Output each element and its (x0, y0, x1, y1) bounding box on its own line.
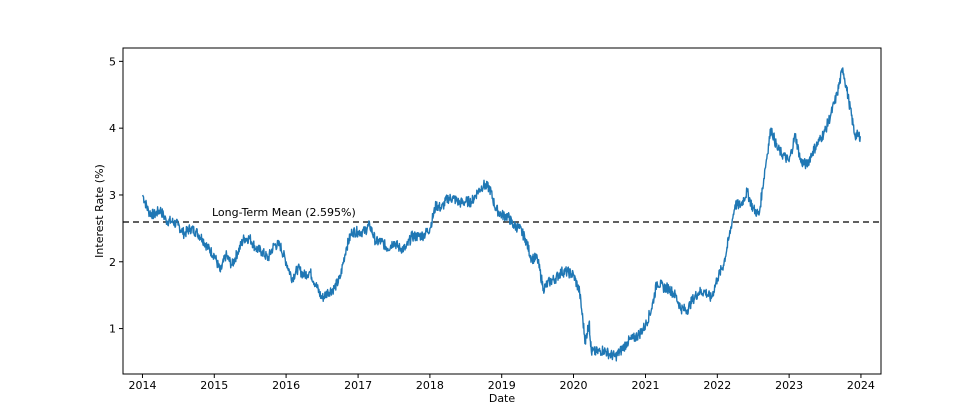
x-tick-label: 2019 (488, 379, 516, 392)
x-tick-label: 2022 (703, 379, 731, 392)
y-tick-label: 2 (109, 256, 116, 269)
x-tick-label: 2015 (200, 379, 228, 392)
series-line-interest-rate (142, 67, 861, 362)
x-tick-label: 2014 (128, 379, 156, 392)
x-tick-label: 2023 (775, 379, 803, 392)
x-tick-label: 2016 (272, 379, 300, 392)
y-tick-label: 1 (109, 323, 116, 336)
y-axis-label: Interest Rate (%) (93, 164, 106, 258)
y-axis: 1 2 3 4 5 (109, 55, 123, 336)
y-tick-label: 5 (109, 55, 116, 68)
y-tick-label: 4 (109, 122, 116, 135)
x-tick-label: 2020 (560, 379, 588, 392)
y-tick-label: 3 (109, 189, 116, 202)
x-axis: 2014 2015 2016 2017 2018 2019 2020 2021 2022 2023… (128, 374, 875, 392)
plot-area (123, 67, 881, 362)
x-tick-label: 2021 (632, 379, 660, 392)
x-tick-label: 2024 (847, 379, 875, 392)
x-axis-label: Date (489, 392, 516, 405)
x-tick-label: 2017 (344, 379, 372, 392)
reference-line-label: Long-Term Mean (2.595%) (212, 206, 356, 219)
x-tick-label: 2018 (416, 379, 444, 392)
